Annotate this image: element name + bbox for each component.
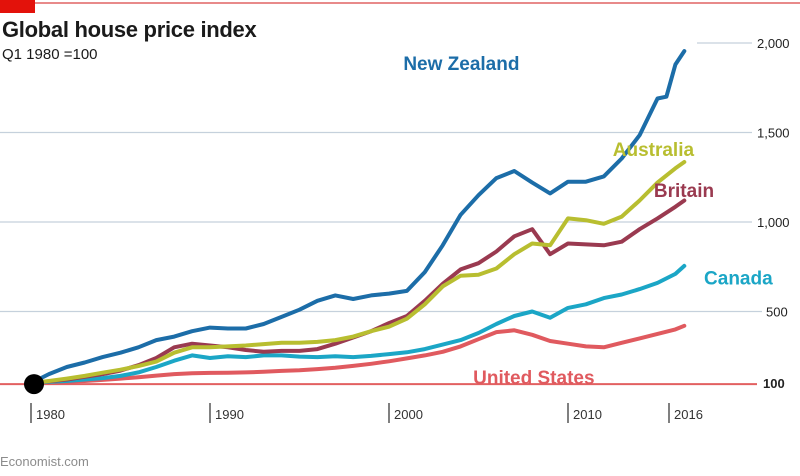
- chart-subtitle: Q1 1980 =100: [2, 46, 98, 63]
- series-label-canada: Canada: [704, 269, 773, 290]
- x-tick-label: 1980: [36, 407, 65, 422]
- x-tick-label: 2000: [394, 407, 423, 422]
- series-labels: United States Canada Britain Australia New Z…: [403, 54, 773, 389]
- y-tick-label: 1,000: [757, 215, 790, 230]
- origin-marker: [24, 374, 44, 395]
- x-axis-ticks: 1980 1990 2000 2010 2016: [30, 403, 703, 423]
- y-tick-label: 100: [763, 376, 785, 391]
- top-rule: [0, 2, 800, 4]
- series-lines: [29, 49, 687, 386]
- y-tick-label: 500: [766, 305, 788, 320]
- series-label-new-zealand: New Zealand: [403, 54, 519, 75]
- series-line-new-zealand: [29, 49, 687, 386]
- y-tick-label: 1,500: [757, 126, 790, 141]
- series-label-united-states: United States: [473, 368, 594, 389]
- gridlines: [0, 42, 762, 386]
- y-tick-label: 2,000: [757, 36, 790, 51]
- chart-title: Global house price index: [2, 17, 257, 42]
- brand-red-tab: [0, 0, 35, 13]
- series-line-australia: [29, 160, 687, 386]
- origin-marker-group: [24, 374, 44, 395]
- series-line-united-states: [29, 323, 687, 386]
- y-axis-ticks: 100 500 1,000 1,500 2,000: [757, 36, 790, 391]
- x-tick-label: 1990: [215, 407, 244, 422]
- series-line-canada: [29, 263, 687, 386]
- series-label-britain: Britain: [654, 181, 714, 202]
- x-tick-label: 2010: [573, 407, 602, 422]
- source-credit: Economist.com: [0, 454, 89, 469]
- series-label-australia: Australia: [613, 140, 695, 161]
- x-tick-label: 2016: [674, 407, 703, 422]
